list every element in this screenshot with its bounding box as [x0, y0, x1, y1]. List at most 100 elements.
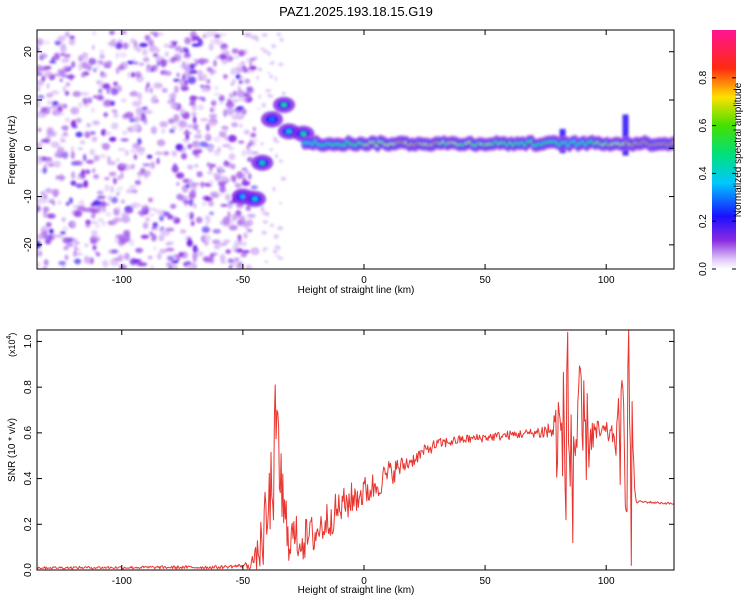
- heatmap-noise-blob: [148, 213, 155, 217]
- heatmap-noise-blob: [156, 157, 160, 165]
- heatmap-noise-blob: [241, 150, 246, 157]
- heatmap-noise-blob: [84, 256, 92, 264]
- heatmap-noise-blob: [37, 261, 41, 269]
- heatmap-noise-blob: [228, 224, 238, 231]
- heatmap-noise-blob: [65, 242, 74, 248]
- heatmap-noise-blob: [82, 153, 87, 162]
- heatmap-noise-blob: [160, 59, 167, 68]
- heatmap-noise-blob: [79, 140, 86, 145]
- heatmap-noise-blob: [184, 79, 188, 86]
- heatmap-noise-blob: [218, 33, 227, 37]
- heatmap-noise-blob: [139, 42, 148, 48]
- heatmap-noise-blob: [70, 106, 80, 115]
- heatmap-noise-blob: [274, 140, 280, 143]
- heatmap-noise-blob: [279, 159, 283, 163]
- heatmap-noise-blob: [91, 44, 95, 51]
- heatmap-noise-blob: [170, 59, 176, 64]
- heatmap-noise-blob: [120, 98, 127, 103]
- heatmap-noise-blob: [51, 188, 60, 197]
- heatmap-noise-blob: [156, 61, 160, 66]
- heatmap-noise-blob: [237, 220, 246, 227]
- heatmap-noise-blob: [252, 250, 257, 255]
- heatmap-noise-blob: [130, 72, 135, 78]
- heatmap-noise-blob: [81, 169, 85, 176]
- heatmap-noise-blob: [278, 257, 284, 260]
- heatmap-noise-blob: [187, 76, 197, 85]
- heatmap-noise-blob: [73, 210, 83, 218]
- heatmap-noise-blob: [218, 131, 227, 138]
- heatmap-noise-blob: [130, 189, 138, 194]
- heatmap-noise-blob: [153, 246, 157, 251]
- heatmap-noise-blob: [118, 237, 127, 245]
- heatmap-noise-blob: [196, 171, 203, 178]
- heatmap-noise-blob: [263, 49, 268, 54]
- heatmap-noise-blob: [165, 227, 175, 232]
- heatmap-noise-blob: [75, 175, 82, 180]
- heatmap-noise-blob: [218, 242, 228, 247]
- heatmap-noise-blob: [85, 159, 95, 164]
- snr-y-scale-suffix: ): [7, 333, 17, 336]
- heatmap-noise-blob: [223, 129, 228, 133]
- snr-series-line: [37, 330, 674, 570]
- heatmap-noise-blob: [99, 153, 107, 159]
- heatmap-noise-blob: [50, 197, 55, 202]
- heatmap-noise-blob: [192, 123, 199, 131]
- heatmap-noise-blob: [195, 216, 203, 224]
- heatmap-noise-blob: [92, 199, 102, 207]
- heatmap-noise-blob: [147, 39, 154, 46]
- heatmap-noise-blob: [109, 30, 115, 35]
- heatmap-noise-blob: [72, 91, 82, 97]
- heatmap-noise-blob: [243, 97, 248, 102]
- heatmap-noise-blob: [279, 201, 282, 205]
- heatmap-noise-blob: [102, 143, 110, 151]
- heatmap-noise-blob: [250, 35, 259, 40]
- heatmap-noise-blob: [191, 104, 197, 111]
- heatmap-noise-blob: [40, 191, 45, 196]
- heatmap-noise-blob: [167, 241, 175, 245]
- heatmap-noise-blob: [118, 52, 128, 58]
- chart-title: PAZ1.2025.193.18.15.G19: [279, 4, 433, 19]
- heatmap-noise-blob: [180, 251, 189, 259]
- heatmap-noise-blob: [75, 117, 82, 124]
- heatmap-noise-blob: [128, 184, 137, 191]
- heatmap-noise-blob: [53, 73, 63, 77]
- heatmap-noise-blob: [120, 171, 124, 180]
- snr-frame: [36, 329, 675, 571]
- heatmap-noise-blob: [166, 100, 174, 104]
- heatmap-noise-blob: [66, 202, 70, 206]
- heatmap-noise-blob: [145, 66, 152, 73]
- heatmap-noise-blob: [179, 108, 186, 114]
- heatmap-noise-blob: [248, 59, 253, 67]
- heatmap-noise-blob: [219, 166, 224, 173]
- heatmap-noise-blob: [71, 171, 76, 180]
- heatmap-noise-blob: [124, 150, 128, 156]
- heatmap-noise-blob: [241, 180, 251, 186]
- heatmap-noise-blob: [264, 260, 269, 264]
- heatmap-noise-blob: [192, 149, 200, 156]
- spectrogram-frame: [36, 29, 675, 270]
- heatmap-noise-blob: [142, 48, 148, 56]
- heatmap-noise-blob: [228, 153, 236, 161]
- heatmap-noise-blob: [119, 163, 127, 168]
- heatmap-noise-blob: [214, 85, 219, 91]
- heatmap-noise-blob: [115, 51, 119, 60]
- heatmap-noise-blob: [169, 57, 178, 61]
- heatmap-noise-blob: [173, 114, 180, 122]
- heatmap-noise-blob: [97, 195, 106, 200]
- heatmap-noise-blob: [209, 211, 214, 216]
- heatmap-noise-blob: [202, 73, 208, 82]
- heatmap-noise-blob: [239, 263, 244, 269]
- heatmap-noise-blob: [55, 175, 61, 180]
- heatmap-noise-blob: [158, 32, 164, 36]
- heatmap-noise-blob: [240, 252, 248, 258]
- heatmap-noise-blob: [55, 234, 64, 238]
- heatmap-noise-blob: [162, 151, 170, 156]
- heatmap-noise-blob: [133, 46, 141, 51]
- colorbar-ticks: 0.0 0.2 0.4 0.6 0.8: [698, 70, 736, 276]
- heatmap-noise-blob: [135, 115, 140, 123]
- heatmap-noise-blob: [250, 132, 257, 138]
- heatmap-noise-blob: [227, 258, 235, 264]
- heatmap-noise-blob: [129, 239, 135, 247]
- heatmap-noise-blob: [110, 185, 114, 194]
- heatmap-noise-blob: [102, 83, 110, 90]
